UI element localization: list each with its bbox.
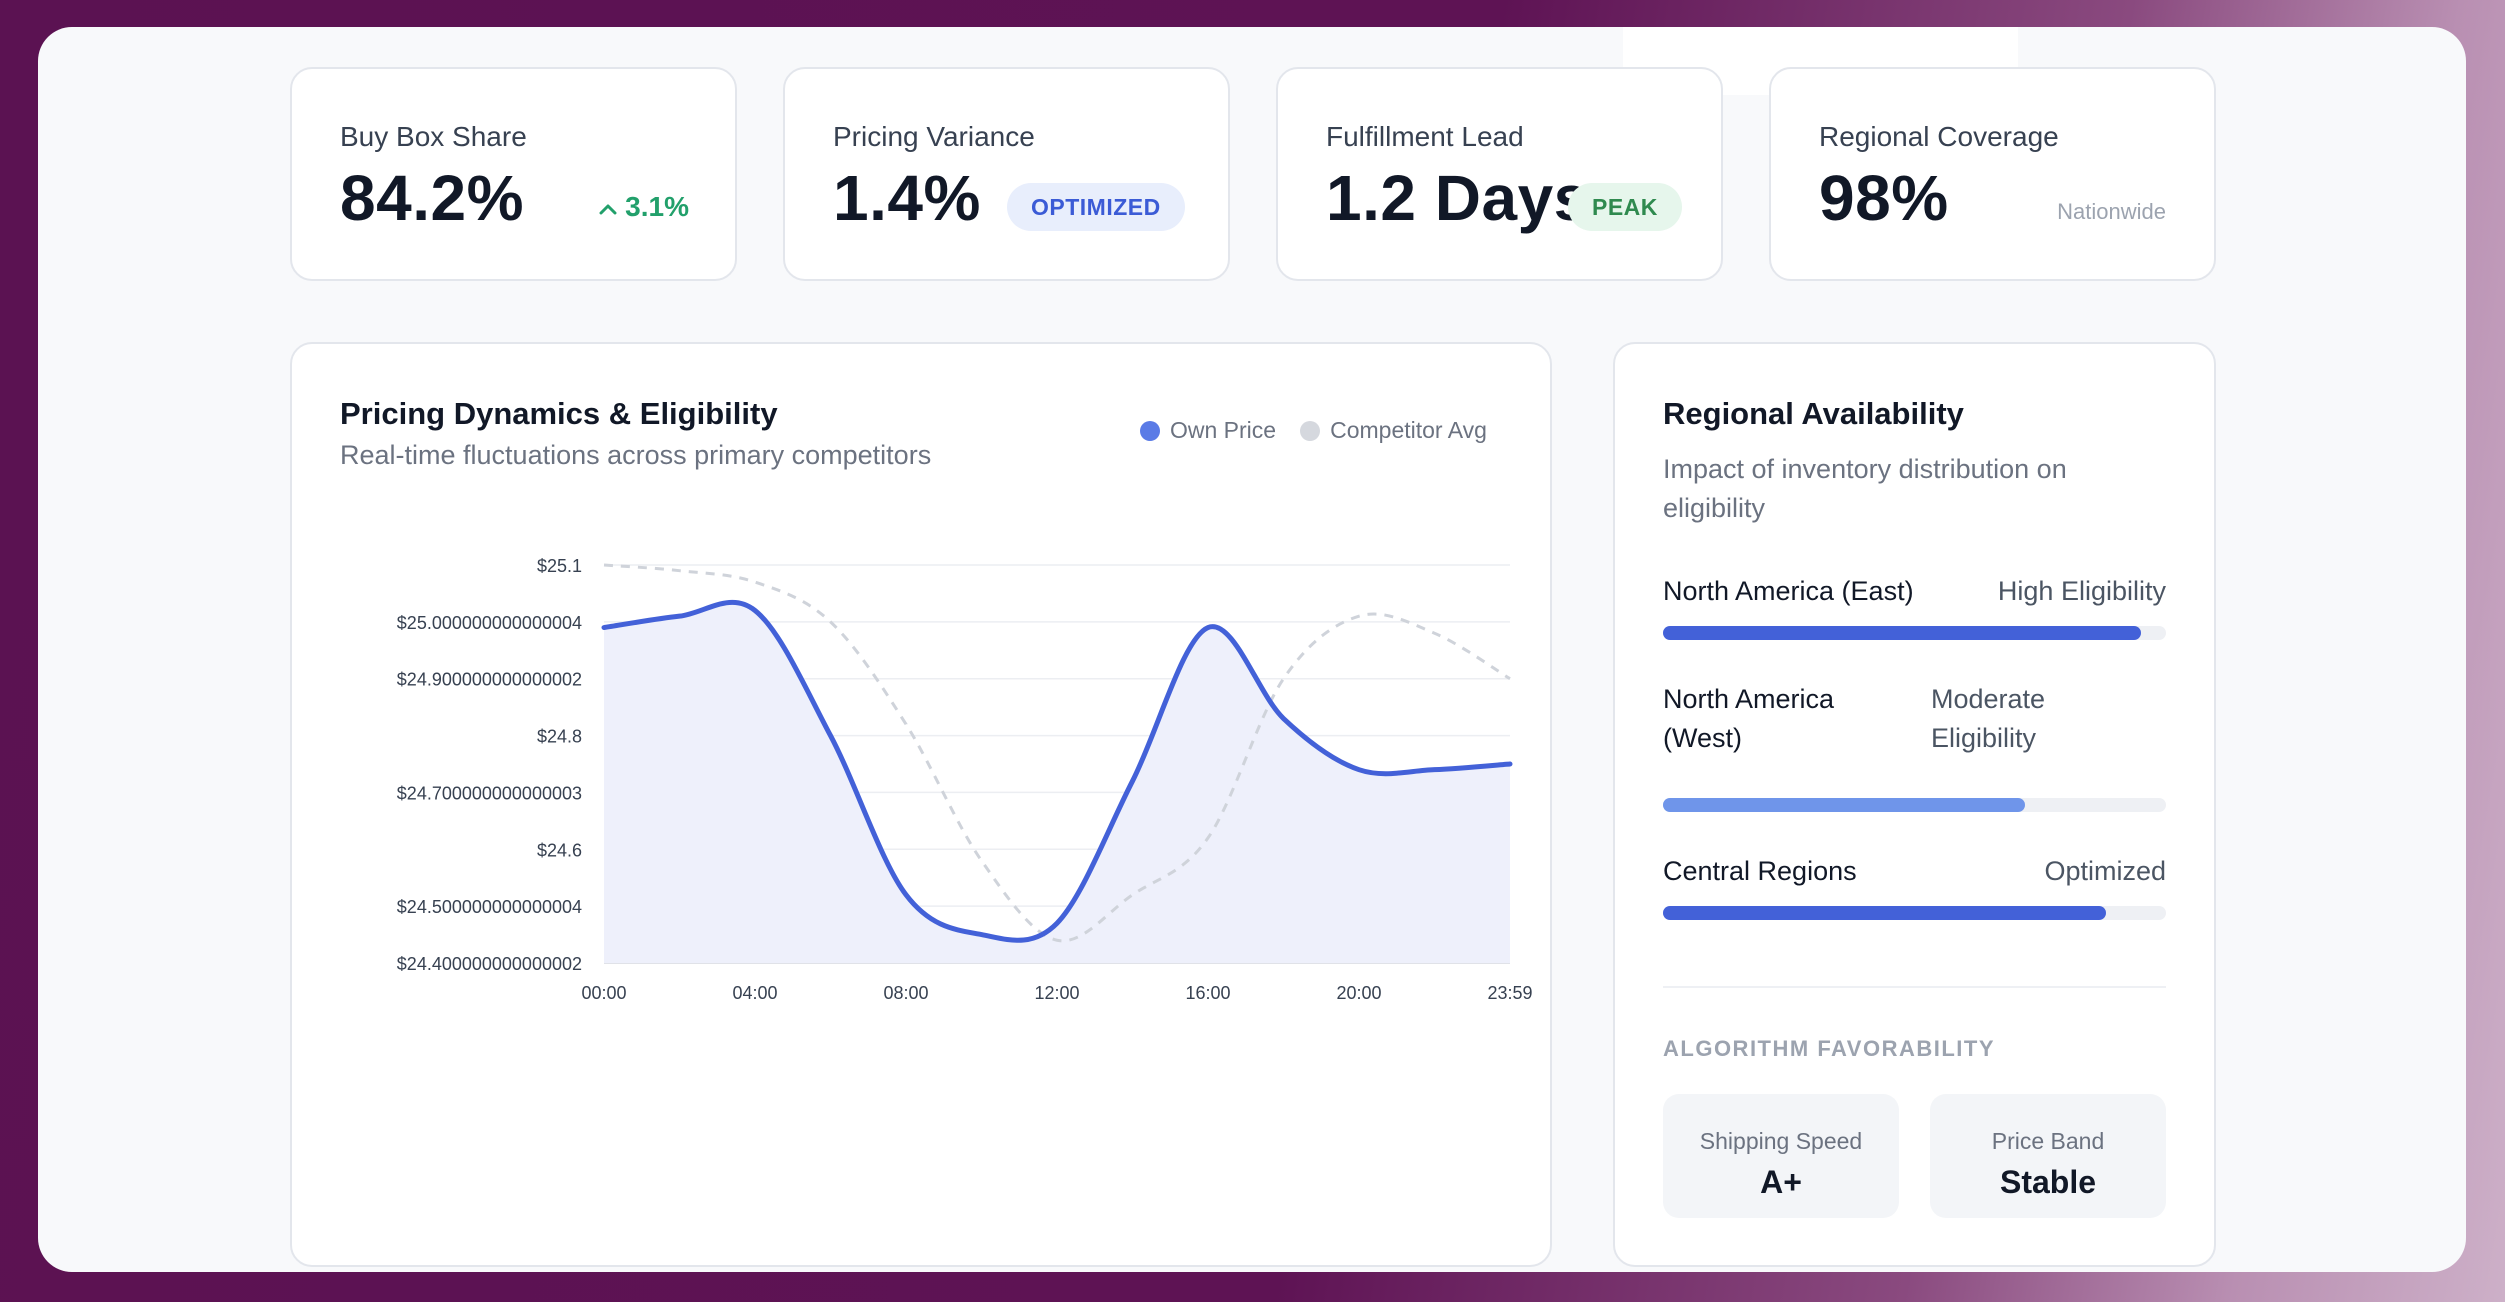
kpi-value: 1.2 Days (1326, 162, 1590, 234)
region-progress-track (1663, 626, 2166, 640)
kpi-label: Regional Coverage (1819, 121, 2059, 152)
kpi-delta-value: 3.1% (625, 191, 689, 222)
kpi-delta: 3.1% (599, 191, 689, 223)
kpi-card-pricing-variance: Pricing Variance 1.4% OPTIMIZED (783, 67, 1230, 281)
kpi-label: Fulfillment Lead (1326, 121, 1524, 152)
regional-title: Regional Availability (1663, 396, 1964, 431)
kpi-card-fulfillment-lead: Fulfillment Lead 1.2 Days PEAK (1276, 67, 1723, 281)
status-badge: OPTIMIZED (1007, 183, 1185, 231)
region-progress-fill (1663, 626, 2141, 640)
region-name: North America (East) (1663, 576, 1914, 606)
kpi-card-buy-box-share: Buy Box Share 84.2% 3.1% (290, 67, 737, 281)
metric-label: Shipping Speed (1699, 1128, 1863, 1154)
status-badge: PEAK (1568, 183, 1682, 231)
own-price-area (604, 602, 1510, 963)
y-tick-label: $25.000000000000004 (397, 613, 582, 633)
x-tick-label: 08:00 (883, 983, 928, 1003)
x-tick-label: 20:00 (1336, 983, 1381, 1003)
own-price-line (601, 599, 1513, 943)
x-tick-label: 12:00 (1034, 983, 1079, 1003)
region-name: North America (West) (1663, 684, 1835, 753)
kpi-label: Buy Box Share (340, 121, 527, 152)
algorithm-favorability-label: ALGORITHM FAVORABILITY (1663, 1036, 1996, 1061)
competitor-avg-line (603, 563, 1511, 943)
divider (1663, 986, 2166, 988)
region-progress-track (1663, 906, 2166, 920)
x-tick-label: 04:00 (732, 983, 777, 1003)
kpi-label: Pricing Variance (833, 121, 1035, 152)
regional-availability-card: Regional Availability Impact of inventor… (1613, 342, 2216, 1267)
x-tick-label: 16:00 (1185, 983, 1230, 1003)
metric-label: Price Band (1991, 1128, 2105, 1154)
x-tick-label: 00:00 (581, 983, 626, 1003)
legend-own-price[interactable]: Own Price (1170, 417, 1277, 443)
legend-dot-own-price (1140, 420, 1160, 441)
kpi-value: 98% (1819, 162, 1949, 234)
region-status: Optimized (2044, 856, 2166, 886)
region-progress-fill (1663, 906, 2106, 920)
kpi-subtext: Nationwide (2057, 199, 2166, 224)
pricing-line-chart[interactable]: $25.1 $25.000000000000004 $24.900000000000… (328, 507, 1548, 1027)
y-tick-label: $24.400000000000002 (397, 954, 582, 974)
metric-price-band: Price Band Stable (1930, 1094, 2166, 1218)
chart-legend[interactable]: Own Price Competitor Avg (1140, 417, 1487, 444)
y-tick-label: $24.700000000000003 (397, 783, 582, 803)
region-status: Moderate Eligibility (1931, 684, 2046, 753)
metric-value: Stable (1999, 1164, 2097, 1200)
regional-subtitle: Impact of inventory distribution on elig… (1663, 454, 2067, 523)
chart-subtitle: Real-time fluctuations across primary co… (340, 440, 932, 470)
x-tick-label: 23:59 (1487, 983, 1532, 1003)
y-tick-label: $24.8 (537, 727, 582, 747)
kpi-value: 84.2% (340, 162, 524, 234)
dashboard-panel: Buy Box Share 84.2% 3.1% Pricing Varianc… (38, 27, 2466, 1272)
region-name: Central Regions (1663, 856, 1857, 886)
kpi-value: 1.4% (833, 162, 981, 234)
legend-competitor-avg[interactable]: Competitor Avg (1330, 417, 1487, 443)
y-tick-label: $24.900000000000002 (397, 670, 582, 690)
region-status: High Eligibility (1997, 576, 2166, 606)
region-progress-fill (1663, 798, 2026, 812)
legend-dot-competitor (1300, 420, 1321, 441)
y-tick-label: $24.6 (537, 840, 582, 860)
region-progress-track (1663, 798, 2166, 812)
y-tick-label: $24.500000000000004 (397, 897, 582, 917)
metric-value: A+ (1760, 1164, 1802, 1200)
chart-title: Pricing Dynamics & Eligibility (340, 396, 778, 431)
metric-shipping-speed: Shipping Speed A+ (1663, 1094, 1899, 1218)
arrow-up-icon (599, 191, 617, 223)
kpi-card-regional-coverage: Regional Coverage 98% Nationwide (1769, 67, 2216, 281)
y-tick-label: $25.1 (537, 556, 582, 576)
